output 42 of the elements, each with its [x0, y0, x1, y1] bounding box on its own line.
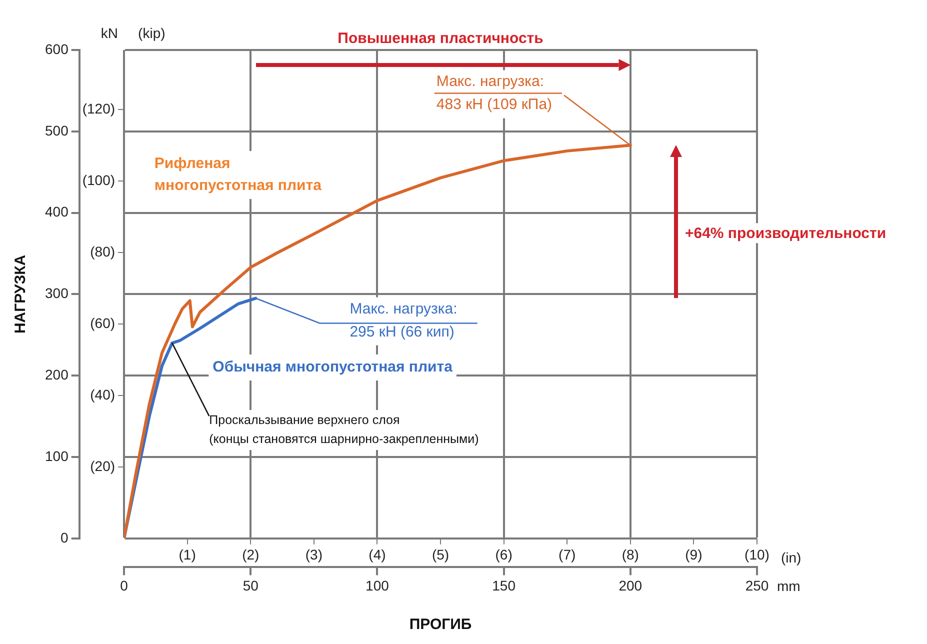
annotation: Проскальзывание верхнего слоя (концы становятся шарнирно-закрепленными) [209, 413, 479, 446]
x2-tick-label: (4) [368, 546, 386, 563]
x-tick-label: 0 [120, 577, 128, 594]
y2-tick-label: (80) [90, 243, 116, 260]
y-tick-label: 500 [45, 122, 69, 138]
x2-tick-label: (2) [242, 546, 260, 563]
x-tick-label: 150 [492, 577, 516, 594]
y-tick-label: 300 [45, 285, 69, 302]
y-tick-label: 600 [45, 40, 69, 57]
x-tick-label: 200 [618, 577, 642, 594]
x-axis-title: ПРОГИБ [409, 616, 472, 634]
text: Рифленая многопустотная плита [154, 155, 322, 194]
y2-tick-label: (120) [82, 100, 116, 117]
y-tick-label: 0 [60, 529, 69, 546]
y-tick-label: 100 [45, 448, 69, 464]
text: kN [100, 25, 118, 41]
text: Повышенная пластичность [338, 30, 544, 47]
x2-tick-label: (9) [685, 546, 702, 563]
annotation: Макс. нагрузка: 483 кН (109 кПа) [436, 73, 552, 114]
x2-tick-label: (1) [178, 546, 196, 563]
y-tick-label: 400 [45, 204, 69, 220]
y2-tick-label: (20) [90, 458, 116, 474]
y2-tick-label: (60) [90, 314, 116, 331]
y2-tick-label: (100) [82, 172, 116, 188]
x2-tick-label: (10) [744, 546, 770, 563]
x-tick-label: 250 [745, 577, 769, 594]
annotation: Макс. нагрузка: 295 кН (66 кип) [350, 300, 458, 340]
x2-tick-label: (6) [495, 546, 512, 563]
x2-tick-label: (8) [622, 546, 639, 563]
x-tick-label: 100 [366, 577, 390, 594]
x2-axis-title: (in) [781, 549, 802, 566]
y2-axis-title: (kip) [138, 25, 166, 41]
y2-tick-label: (40) [90, 386, 116, 402]
y-tick-label: 200 [45, 366, 69, 382]
y-axis-title: НАГРУЗКА [12, 254, 30, 334]
x2-tick-label: (5) [432, 546, 450, 563]
annotation: +64% производительности [684, 225, 886, 242]
x2-tick-label: (3) [305, 546, 322, 563]
x2-tick-label: (7) [558, 546, 576, 563]
x-tick-label: 50 [242, 577, 259, 594]
text: Обычная многопустотная плита [212, 358, 454, 376]
text: mm [777, 578, 800, 594]
